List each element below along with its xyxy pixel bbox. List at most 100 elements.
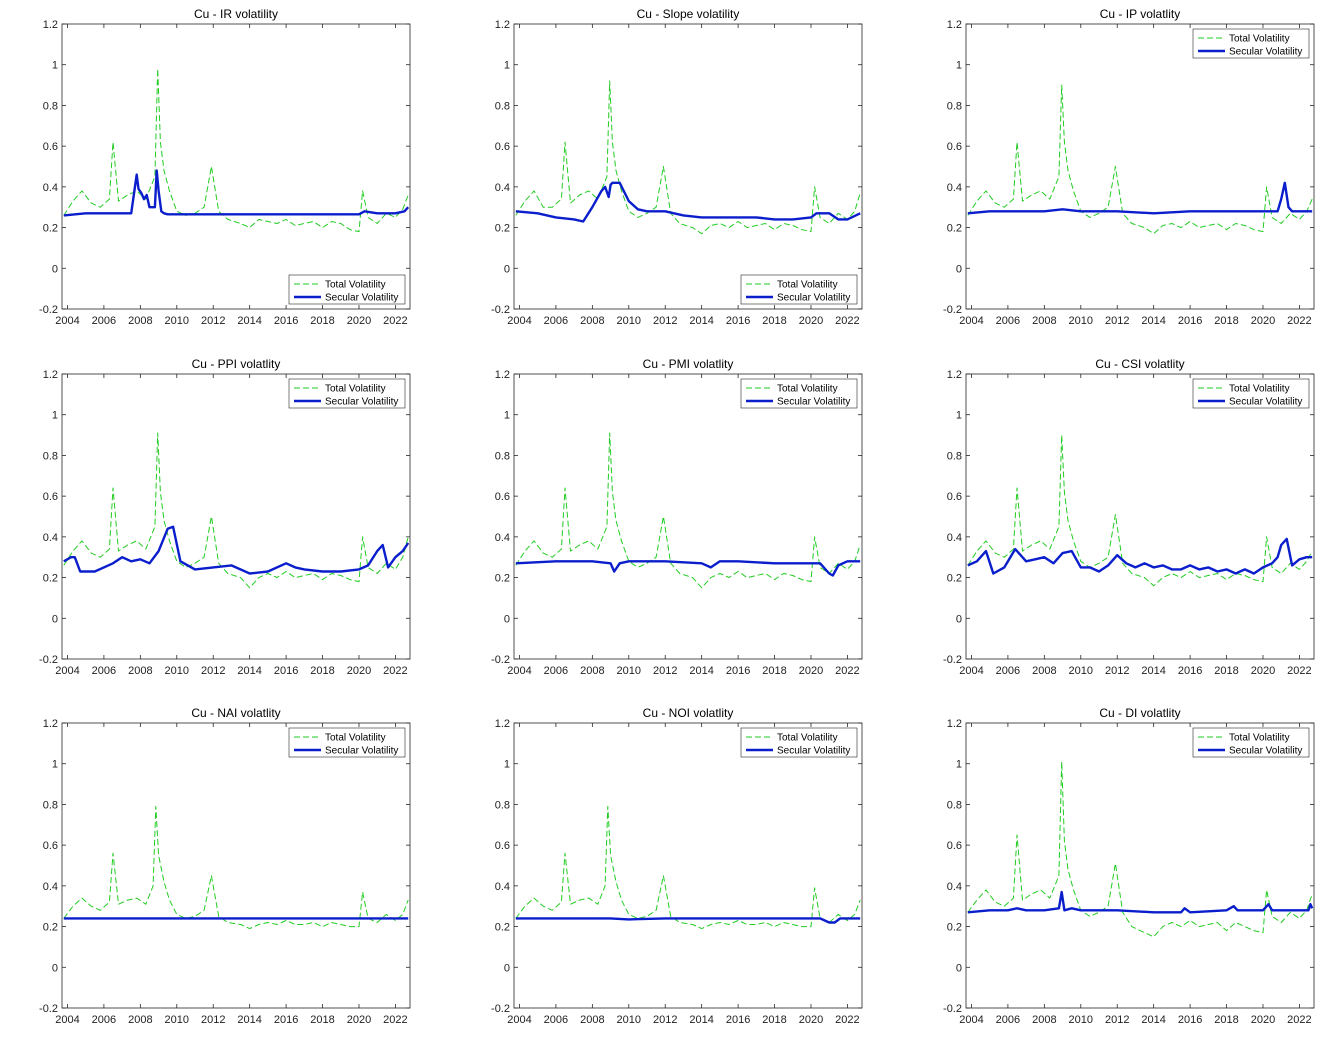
- x-tick-label: 2006: [544, 665, 568, 677]
- chart-panel-2: Cu - Slope volatility -0.2 0 0.2 0.4 0.6 0.8 1 1…: [491, 7, 863, 327]
- y-tick-label: 1: [504, 60, 510, 72]
- y-tick-label: 1.2: [43, 718, 58, 730]
- x-tick-label: 2022: [383, 315, 407, 327]
- legend: Total Volatility Secular Volatility: [740, 727, 858, 758]
- plot-area: [513, 722, 863, 1009]
- legend-label: Total Volatility: [777, 733, 838, 744]
- total-volatility-line: [515, 432, 861, 589]
- y-tick-label: 1.2: [947, 19, 962, 31]
- total-volatility-line: [967, 761, 1313, 938]
- chart-panel-4: Cu - PPI volatlity -0.2 0 0.2 0.4 0.6 0.8 1 1.2 2…: [39, 357, 411, 677]
- y-tick-label: 0.6: [495, 491, 510, 503]
- x-tick-label: 2006: [996, 315, 1020, 327]
- secular-volatility-line: [515, 181, 861, 223]
- x-tick-label: 2018: [762, 665, 786, 677]
- x-tick-label: 2020: [347, 665, 371, 677]
- x-tick-label: 2012: [1105, 315, 1129, 327]
- secular-volatility-line: [515, 560, 861, 577]
- x-tick-label: 2004: [507, 665, 531, 677]
- chart-title: Cu - CSI volatlity: [1095, 357, 1184, 371]
- y-tick-label: 1: [504, 759, 510, 771]
- secular-volatility-line: [967, 537, 1313, 575]
- y-tick-label: 0: [52, 613, 58, 625]
- x-tick-label: 2008: [580, 315, 604, 327]
- y-tick-label: -0.2: [491, 654, 510, 666]
- x-tick-label: 2010: [617, 315, 641, 327]
- y-tick-label: -0.2: [943, 654, 962, 666]
- x-tick-label: 2006: [544, 1014, 568, 1026]
- x-tick-label: 2014: [237, 1014, 261, 1026]
- x-tick-label: 2016: [274, 315, 298, 327]
- x-tick-label: 2006: [92, 1014, 116, 1026]
- x-tick-label: 2018: [1214, 665, 1238, 677]
- x-tick-label: 2006: [544, 315, 568, 327]
- x-tick-label: 2016: [726, 665, 750, 677]
- y-tick-label: -0.2: [943, 1003, 962, 1015]
- chart-title: Cu - IP volatlity: [1100, 7, 1180, 21]
- chart-panel-1: Cu - IR volatility -0.2 0 0.2 0.4 0.6 0.8 1 1.2 2…: [39, 7, 411, 327]
- x-tick-label: 2016: [1178, 315, 1202, 327]
- x-tick-label: 2020: [1251, 315, 1275, 327]
- x-tick-label: 2012: [201, 315, 225, 327]
- chart-title: Cu - Slope volatility: [637, 7, 740, 21]
- legend-label: Total Volatility: [325, 384, 386, 395]
- legend-box: [740, 727, 858, 758]
- x-tick-label: 2004: [959, 665, 983, 677]
- legend: Total Volatility Secular Volatility: [1192, 378, 1310, 409]
- x-tick-label: 2018: [762, 315, 786, 327]
- legend-label: Secular Volatility: [777, 746, 850, 757]
- legend-label: Secular Volatility: [1229, 397, 1302, 408]
- legend-label: Total Volatility: [325, 280, 386, 291]
- y-tick-label: 0: [956, 263, 962, 275]
- x-tick-label: 2016: [726, 315, 750, 327]
- x-tick-label: 2010: [1069, 665, 1093, 677]
- chart-title: Cu - PMI volatlity: [643, 357, 734, 371]
- plot-area: [965, 373, 1315, 660]
- x-tick-label: 2004: [55, 1014, 79, 1026]
- x-tick-label: 2012: [201, 1014, 225, 1026]
- x-tick-label: 2010: [165, 665, 189, 677]
- y-tick-label: 0: [504, 263, 510, 275]
- y-tick-label: 1.2: [495, 369, 510, 381]
- legend: Total Volatility Secular Volatility: [1192, 28, 1310, 59]
- x-tick-label: 2004: [507, 1014, 531, 1026]
- legend: Total Volatility Secular Volatility: [288, 378, 406, 409]
- plot-area: [965, 722, 1315, 1009]
- y-tick-label: 0.6: [43, 840, 58, 852]
- y-tick-label: 0.8: [43, 100, 58, 112]
- legend-box: [1192, 727, 1310, 758]
- secular-volatility-line: [63, 525, 410, 575]
- y-tick-label: 0.4: [495, 182, 510, 194]
- y-tick-label: 0: [504, 962, 510, 974]
- x-tick-label: 2022: [835, 665, 859, 677]
- x-tick-label: 2006: [92, 315, 116, 327]
- y-tick-label: 0.6: [495, 840, 510, 852]
- y-tick-label: 0: [504, 613, 510, 625]
- y-tick-label: 1: [52, 759, 58, 771]
- y-tick-label: 0.4: [947, 881, 962, 893]
- legend-box: [288, 727, 406, 758]
- chart-title: Cu - NAI volatlity: [191, 706, 280, 720]
- legend-label: Total Volatility: [777, 280, 838, 291]
- x-tick-label: 2022: [383, 665, 407, 677]
- x-tick-label: 2010: [617, 1014, 641, 1026]
- y-tick-label: 1.2: [495, 19, 510, 31]
- chart-title: Cu - PPI volatlity: [192, 357, 281, 371]
- x-tick-label: 2008: [1032, 315, 1056, 327]
- total-volatility-line: [515, 80, 861, 235]
- x-tick-label: 2010: [1069, 1014, 1093, 1026]
- legend-label: Secular Volatility: [325, 746, 398, 757]
- chart-panel-7: Cu - NAI volatlity -0.2 0 0.2 0.4 0.6 0.8 1 1.2 2…: [39, 706, 411, 1026]
- x-tick-label: 2008: [1032, 665, 1056, 677]
- y-tick-label: 1: [52, 410, 58, 422]
- x-tick-label: 2022: [835, 315, 859, 327]
- x-tick-label: 2014: [1141, 315, 1165, 327]
- y-tick-label: 0.2: [43, 223, 58, 235]
- secular-volatility-line: [967, 890, 1314, 914]
- chart-panel-6: Cu - CSI volatlity -0.2 0 0.2 0.4 0.6 0.8 1 1.2 2…: [943, 357, 1315, 677]
- legend-label: Total Volatility: [1229, 34, 1290, 45]
- x-tick-label: 2004: [507, 315, 531, 327]
- x-tick-label: 2006: [996, 665, 1020, 677]
- y-tick-label: 1: [956, 759, 962, 771]
